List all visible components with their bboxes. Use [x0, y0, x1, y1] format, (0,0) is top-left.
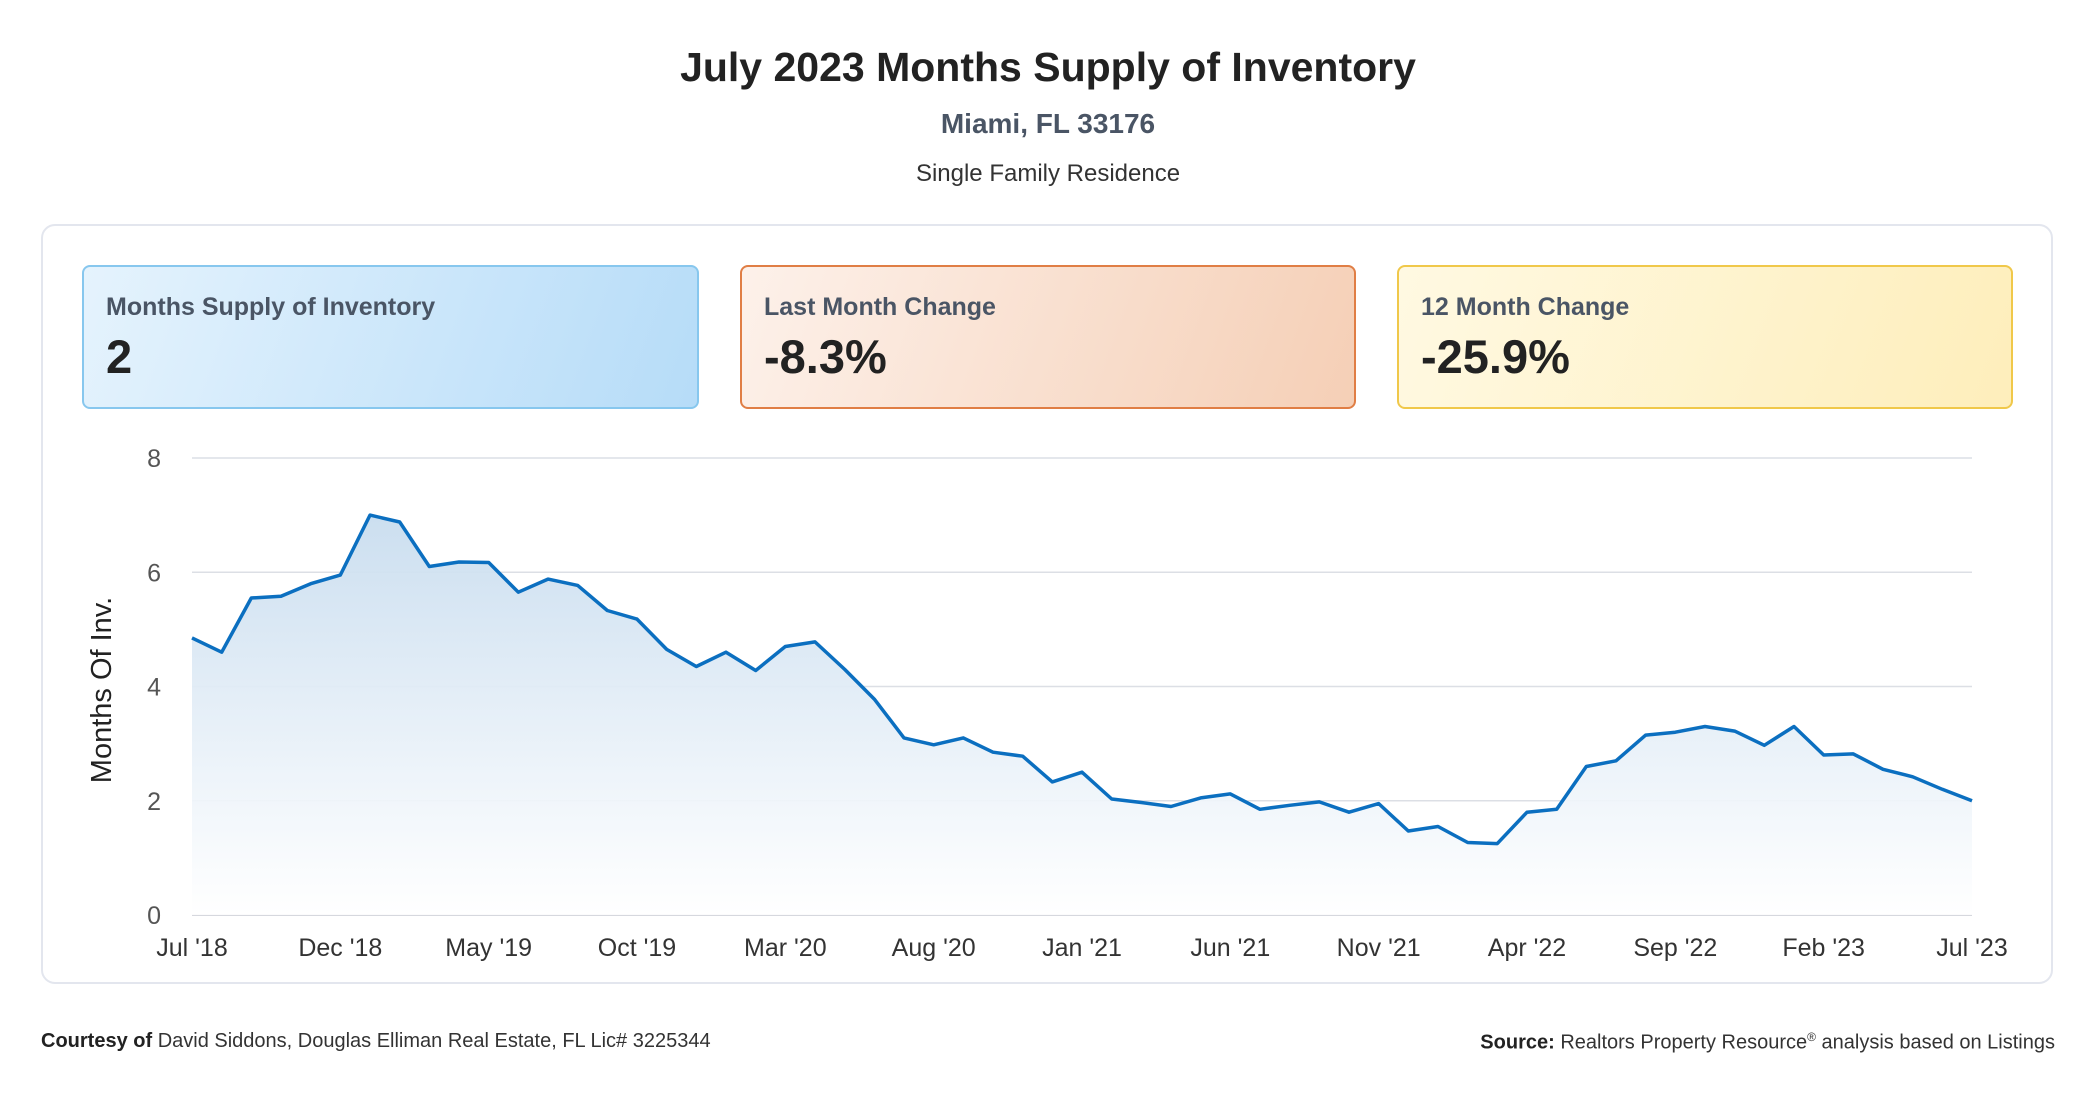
- x-tick-label: Sep '22: [1633, 934, 1717, 962]
- x-tick-label: Nov '21: [1337, 934, 1421, 962]
- y-tick-label: 6: [147, 559, 161, 587]
- y-axis-ticks: 0 2 4 6 8: [147, 445, 161, 930]
- page-title: July 2023 Months Supply of Inventory: [680, 44, 1416, 90]
- source-label: Source:: [1480, 1031, 1555, 1054]
- x-tick-label: Jul '23: [1936, 934, 2007, 962]
- supply-card-label: Months Supply of Inventory: [106, 293, 436, 321]
- location-subtitle: Miami, FL 33176: [940, 108, 1156, 139]
- registered-mark: ®: [1807, 1030, 1816, 1044]
- courtesy-label: Courtesy of: [41, 1030, 153, 1052]
- source-suffix: analysis based on Listings: [1821, 1031, 2055, 1054]
- y-tick-label: 0: [147, 902, 161, 930]
- x-tick-label: May '19: [445, 934, 532, 962]
- x-tick-label: Oct '19: [598, 934, 676, 962]
- twelve-month-change-value: -25.9%: [1421, 330, 1570, 383]
- series-area: [192, 515, 1972, 915]
- property-type-subtitle: Single Family Residence: [915, 160, 1181, 187]
- y-tick-label: 2: [147, 788, 161, 816]
- twelve-month-change-card: 12 Month Change -25.9%: [1397, 265, 2013, 409]
- y-axis-label: Months Of Inv.: [86, 597, 118, 783]
- last-month-change-value: -8.3%: [764, 330, 887, 383]
- x-tick-label: Aug '20: [892, 934, 976, 962]
- x-tick-label: Jul '18: [156, 934, 227, 962]
- x-tick-label: Dec '18: [298, 934, 382, 962]
- x-tick-label: Mar '20: [744, 934, 827, 962]
- x-tick-label: Jun '21: [1190, 934, 1270, 962]
- supply-card-value: 2: [106, 330, 133, 383]
- source-text: Realtors Property Resource: [1560, 1031, 1808, 1054]
- x-tick-label: Feb '23: [1782, 934, 1865, 962]
- supply-card: Months Supply of Inventory 2: [82, 265, 699, 409]
- last-month-change-card: Last Month Change -8.3%: [740, 265, 1356, 409]
- series-line: [191, 513, 1973, 846]
- courtesy-text: David Siddons, Douglas Elliman Real Esta…: [157, 1030, 711, 1052]
- y-tick-label: 8: [147, 445, 161, 473]
- y-tick-label: 4: [147, 674, 161, 702]
- source-footer: Source: Realtors Property Resource® anal…: [1480, 1030, 2055, 1055]
- twelve-month-change-label: 12 Month Change: [1421, 293, 1630, 321]
- x-tick-label: Jan '21: [1042, 934, 1122, 962]
- courtesy-footer: Courtesy of David Siddons, Douglas Ellim…: [41, 1030, 711, 1053]
- x-tick-label: Apr '22: [1488, 934, 1566, 962]
- x-axis-ticks: Jul '18 Dec '18 May '19 Oct '19 Mar '20 Aug '…: [156, 934, 2007, 962]
- last-month-change-label: Last Month Change: [764, 293, 996, 321]
